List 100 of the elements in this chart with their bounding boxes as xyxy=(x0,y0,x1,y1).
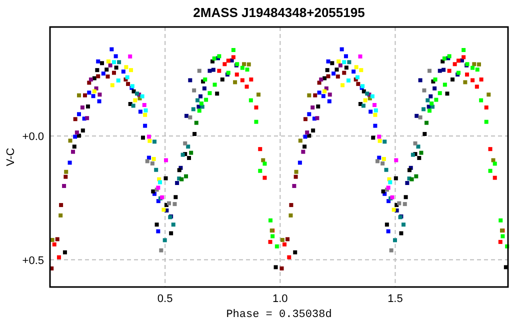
point xyxy=(114,66,118,70)
point xyxy=(380,161,385,166)
point xyxy=(217,68,222,73)
point xyxy=(80,105,84,110)
point xyxy=(117,60,122,64)
y-tick-label: +0.5 xyxy=(22,254,44,267)
point xyxy=(158,180,162,184)
x-tick-label: 1.0 xyxy=(272,293,288,305)
point xyxy=(142,103,146,107)
point xyxy=(187,156,192,160)
point xyxy=(143,112,148,117)
point xyxy=(125,75,130,80)
point xyxy=(140,136,145,140)
point xyxy=(231,55,236,60)
point xyxy=(361,104,366,108)
point xyxy=(208,91,212,96)
point xyxy=(399,231,404,236)
point xyxy=(174,195,178,200)
point xyxy=(479,98,484,102)
point xyxy=(327,99,332,104)
point xyxy=(336,59,341,64)
point xyxy=(249,77,254,82)
point xyxy=(246,62,251,66)
point xyxy=(121,70,126,74)
point xyxy=(231,48,236,52)
point xyxy=(226,58,230,63)
point xyxy=(322,89,327,94)
point xyxy=(405,181,410,185)
point xyxy=(378,138,382,143)
point xyxy=(422,88,426,92)
point xyxy=(274,265,278,270)
point xyxy=(377,134,382,139)
point xyxy=(450,77,455,82)
point xyxy=(424,120,429,125)
point xyxy=(198,94,203,98)
point xyxy=(110,47,114,52)
point xyxy=(59,203,64,208)
point xyxy=(96,59,100,64)
point xyxy=(326,59,330,64)
point xyxy=(438,68,442,73)
point xyxy=(470,78,475,82)
point xyxy=(124,65,128,70)
point xyxy=(108,63,112,68)
point xyxy=(64,174,68,179)
point xyxy=(208,68,212,73)
point xyxy=(114,54,118,58)
point xyxy=(500,234,505,238)
point xyxy=(188,115,192,120)
point xyxy=(68,160,72,165)
point xyxy=(388,180,392,184)
point xyxy=(192,88,196,92)
point xyxy=(189,150,194,155)
point xyxy=(472,62,476,66)
point xyxy=(194,120,198,125)
point xyxy=(486,92,491,97)
point xyxy=(134,92,139,96)
point xyxy=(316,104,320,108)
point xyxy=(452,62,457,66)
point xyxy=(55,237,60,242)
point xyxy=(106,74,110,79)
point xyxy=(52,242,56,246)
point xyxy=(358,54,362,58)
point xyxy=(340,47,344,52)
point xyxy=(330,61,334,66)
point xyxy=(368,110,373,114)
point xyxy=(355,75,360,80)
point xyxy=(498,240,502,244)
point xyxy=(447,68,452,73)
point xyxy=(145,159,150,164)
point xyxy=(498,218,503,222)
point xyxy=(128,54,132,58)
point xyxy=(197,68,202,73)
point xyxy=(101,72,106,76)
point xyxy=(346,78,351,82)
y-axis-title: V-C xyxy=(5,148,17,166)
point xyxy=(64,170,68,174)
point xyxy=(171,222,176,227)
point xyxy=(180,152,185,157)
point xyxy=(197,108,202,113)
point xyxy=(352,70,356,74)
point xyxy=(434,98,438,102)
point xyxy=(112,70,116,75)
point xyxy=(470,66,475,70)
point xyxy=(280,238,284,242)
point xyxy=(492,162,497,166)
point xyxy=(354,65,358,70)
point xyxy=(183,141,188,146)
point xyxy=(491,158,496,162)
point xyxy=(386,229,390,234)
point xyxy=(204,98,208,102)
point xyxy=(95,68,100,72)
point xyxy=(404,195,408,200)
point xyxy=(307,93,312,98)
point xyxy=(92,89,96,94)
point xyxy=(484,120,488,124)
point xyxy=(432,86,437,90)
point xyxy=(321,94,326,98)
point xyxy=(430,102,434,106)
point xyxy=(462,55,466,60)
point xyxy=(154,222,159,227)
